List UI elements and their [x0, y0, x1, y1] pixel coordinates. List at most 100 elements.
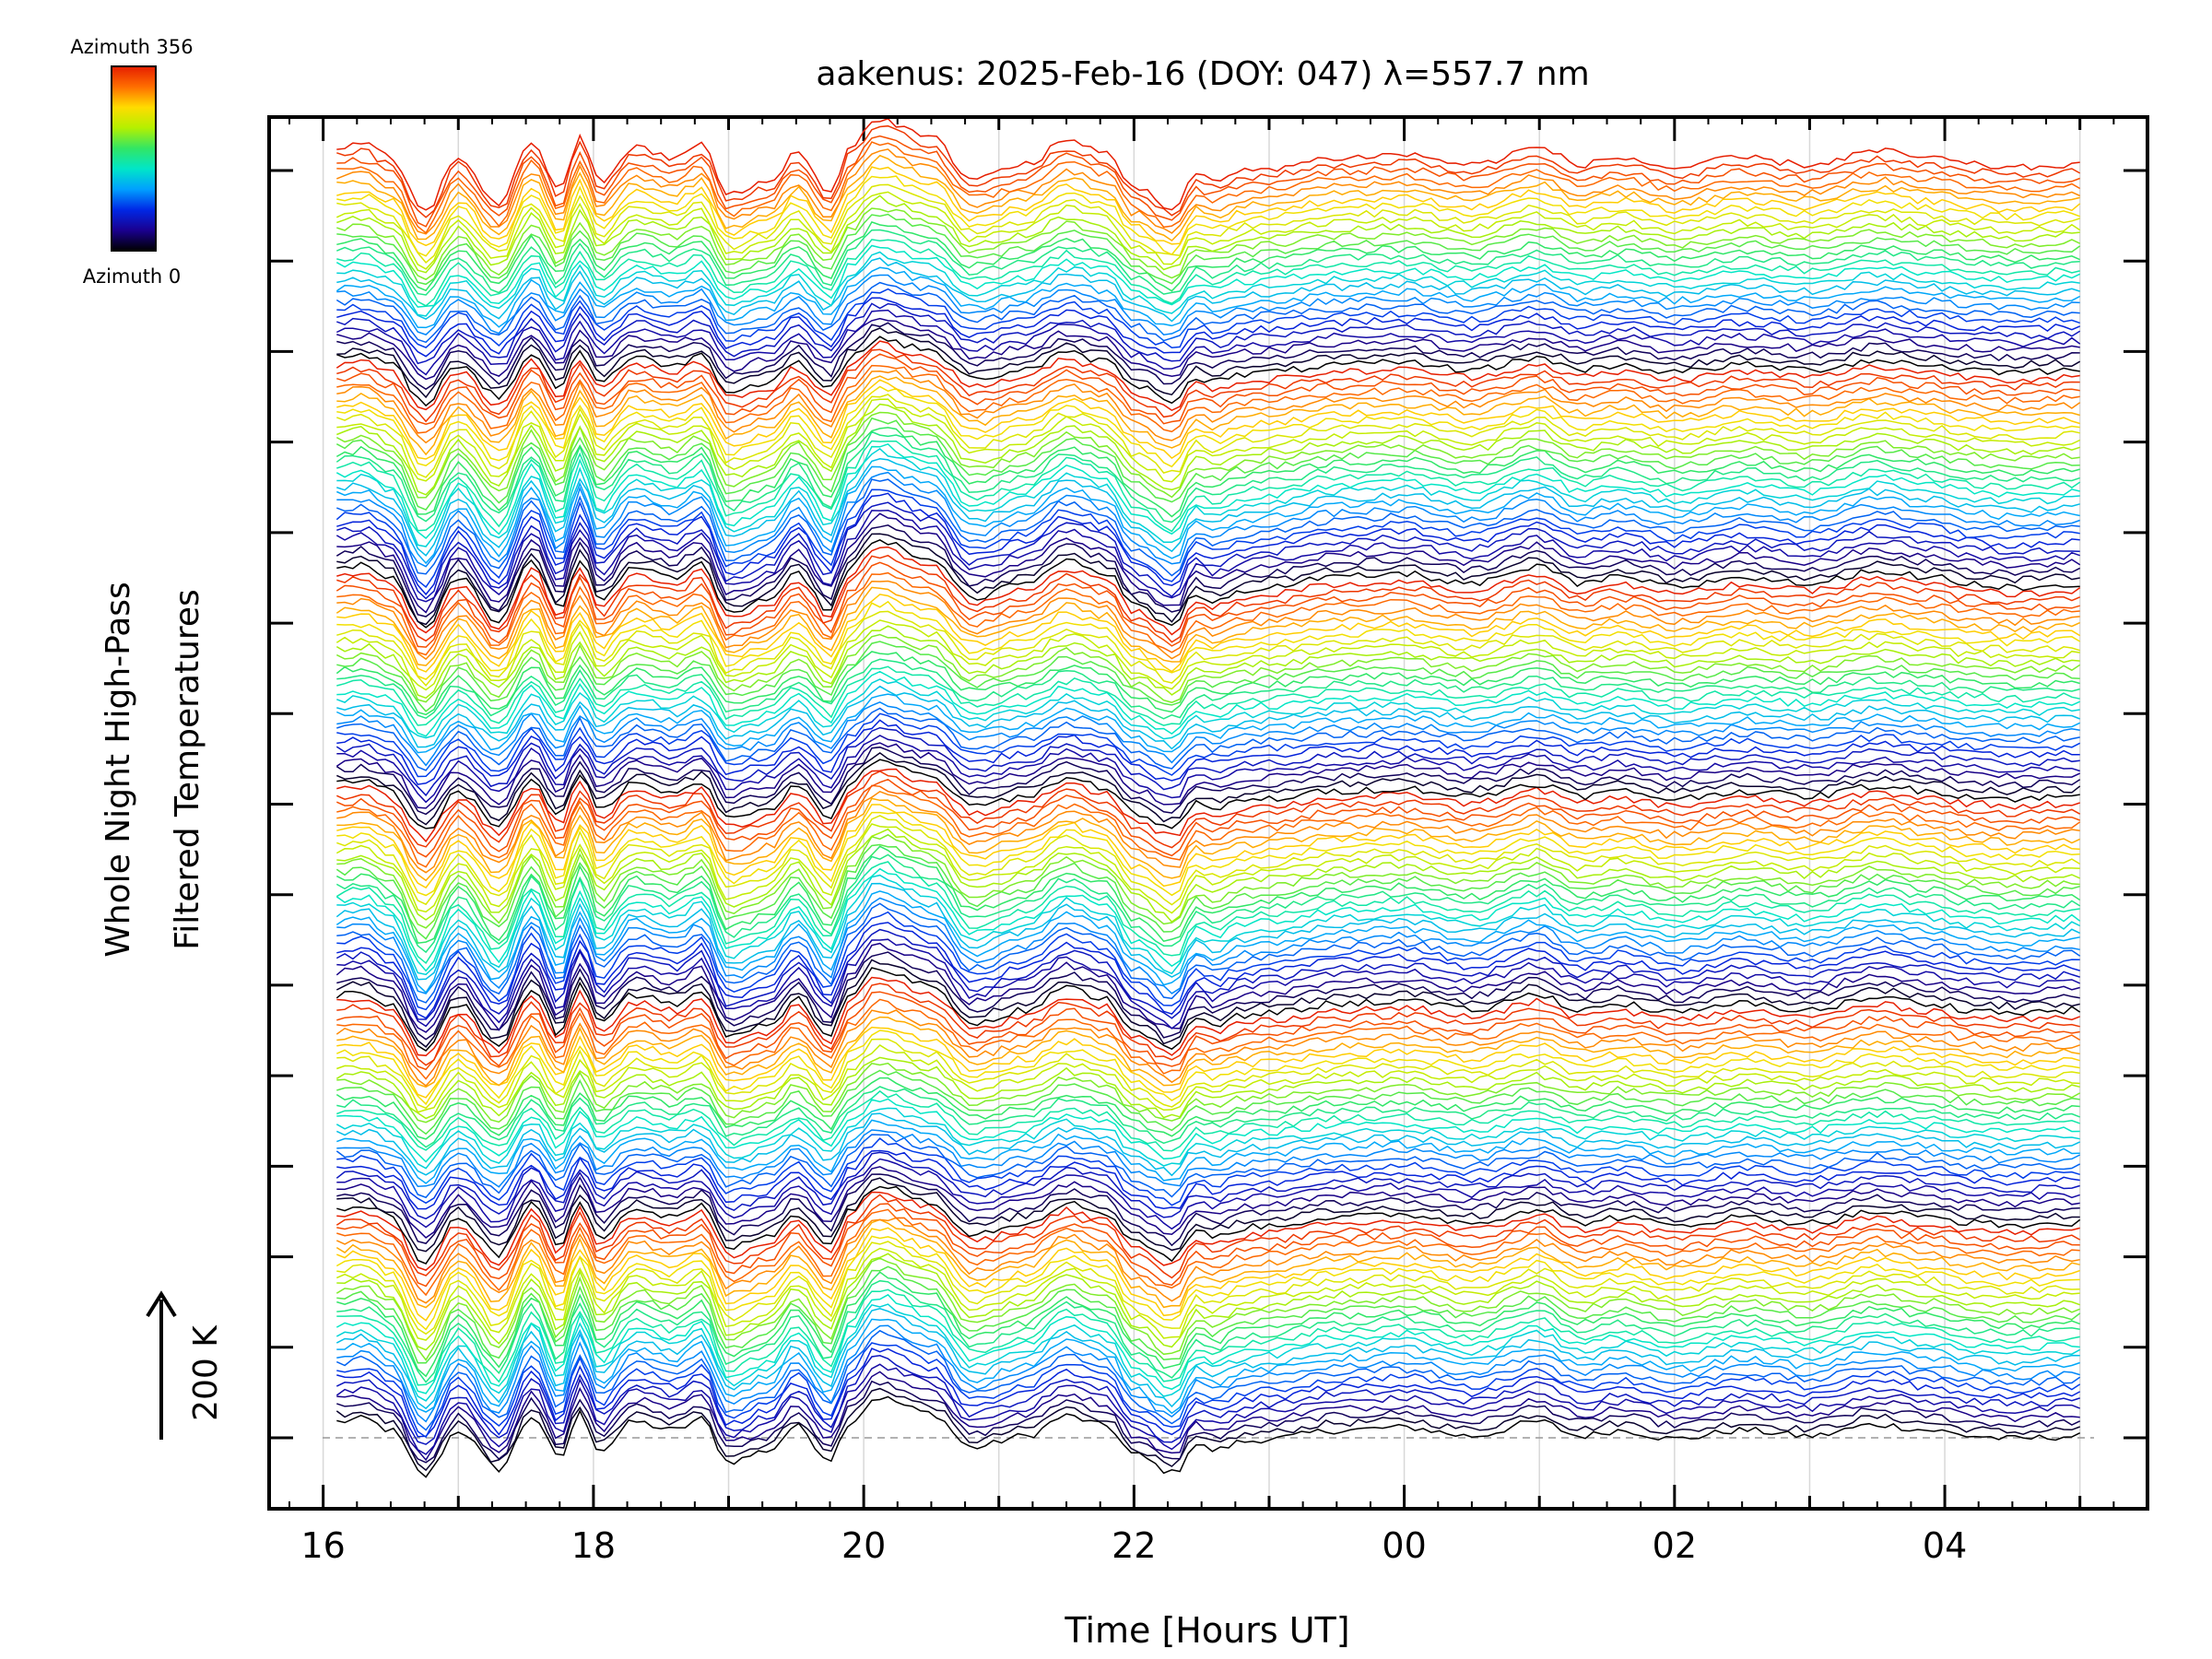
series-line — [336, 784, 2081, 868]
series-line — [336, 712, 2081, 778]
series-line — [335, 561, 2080, 648]
series-line — [336, 447, 2080, 547]
series-line — [335, 1056, 2080, 1120]
series-line — [336, 1288, 2080, 1386]
series-line — [336, 1173, 2080, 1247]
x-tick-label: 18 — [571, 1525, 616, 1566]
scale-indicator: 200 K — [146, 1290, 225, 1440]
series-line — [336, 546, 2081, 636]
series-line — [335, 1134, 2081, 1199]
series-line — [335, 1151, 2080, 1220]
series-line — [336, 1026, 2080, 1099]
series-line — [336, 1069, 2080, 1135]
series-line — [335, 942, 2080, 1033]
series-line — [336, 194, 2080, 274]
series-line — [336, 1265, 2081, 1364]
y-axis-label-line1: Whole Night High-Pass — [100, 582, 137, 958]
series-line — [335, 726, 2080, 797]
series-line — [335, 586, 2081, 666]
x-tick-label: 22 — [1112, 1525, 1156, 1566]
series-line — [336, 815, 2081, 906]
series-line — [336, 379, 2080, 460]
series-line — [336, 1129, 2081, 1188]
series-line — [335, 1218, 2080, 1309]
series-line — [335, 1107, 2080, 1170]
series-line — [335, 1030, 2080, 1106]
series-line — [336, 335, 2080, 407]
series-line — [336, 478, 2080, 577]
series-line — [336, 166, 2081, 247]
series-line — [336, 641, 2080, 712]
y-axis-ticks — [269, 169, 2147, 1440]
series-line — [336, 897, 2080, 994]
colorbar-bottom-label: Azimuth 0 — [83, 265, 182, 288]
series-line — [335, 309, 2081, 376]
series-line — [336, 804, 2080, 889]
series-line — [336, 124, 2081, 218]
series-line — [336, 1119, 2080, 1184]
series-line — [336, 322, 2080, 391]
series-line — [336, 154, 2080, 241]
series-line — [335, 861, 2080, 965]
series-line — [335, 1257, 2080, 1361]
series-line — [336, 1227, 2080, 1322]
series-line — [336, 719, 2080, 785]
series-line — [336, 1241, 2080, 1335]
series-line — [335, 281, 2080, 344]
x-tick-label: 04 — [1923, 1525, 1967, 1566]
series-line — [336, 229, 2080, 296]
series-line — [335, 959, 2080, 1048]
series-line — [336, 922, 2080, 1019]
series-line — [336, 1089, 2080, 1152]
series-line — [336, 302, 2081, 365]
series-line — [336, 571, 2080, 656]
series-line — [336, 1137, 2080, 1206]
series-line — [336, 364, 2080, 434]
series-line — [336, 213, 2081, 286]
series-line — [335, 488, 2080, 588]
series-line — [335, 1235, 2080, 1331]
series-line — [335, 1387, 2080, 1472]
series-line — [336, 658, 2080, 720]
series-line — [336, 471, 2080, 568]
series-line — [336, 874, 2081, 976]
series-line — [336, 385, 2080, 468]
series-line — [336, 768, 2080, 843]
series-line — [336, 1271, 2080, 1378]
series-line — [335, 633, 2081, 703]
series-line — [336, 207, 2081, 281]
series-line — [335, 742, 2081, 809]
x-tick-label: 00 — [1382, 1525, 1426, 1566]
series-line — [336, 183, 2080, 264]
colorbar: Azimuth 356 Azimuth 0 — [70, 36, 193, 288]
series-line — [335, 191, 2081, 270]
series-line — [336, 751, 2081, 826]
series-line — [335, 1363, 2080, 1455]
series-line — [335, 625, 2080, 700]
series-line — [336, 976, 2080, 1057]
series-line — [336, 911, 2080, 1011]
x-tick-label: 20 — [841, 1525, 886, 1566]
series-line — [336, 991, 2080, 1071]
x-axis-label: Time [Hours UT] — [1064, 1610, 1349, 1651]
series-line — [336, 538, 2080, 629]
series-line — [336, 1203, 2080, 1288]
series-line — [336, 353, 2080, 425]
series-line — [336, 375, 2080, 456]
series-line — [336, 938, 2081, 1030]
series-line — [335, 867, 2081, 972]
series-line — [335, 845, 2081, 945]
series-line — [336, 678, 2080, 740]
series-line — [336, 533, 2080, 626]
x-tick-label: 02 — [1653, 1525, 1697, 1566]
series-line — [336, 951, 2080, 1041]
scale-arrowhead — [146, 1290, 177, 1318]
series-line — [335, 823, 2080, 914]
series-line — [336, 257, 2080, 323]
series-line — [336, 465, 2080, 565]
series-line — [335, 1303, 2081, 1402]
series-line — [336, 1279, 2080, 1383]
series-line — [336, 512, 2081, 614]
series-line — [336, 403, 2080, 496]
series-line — [336, 833, 2080, 929]
